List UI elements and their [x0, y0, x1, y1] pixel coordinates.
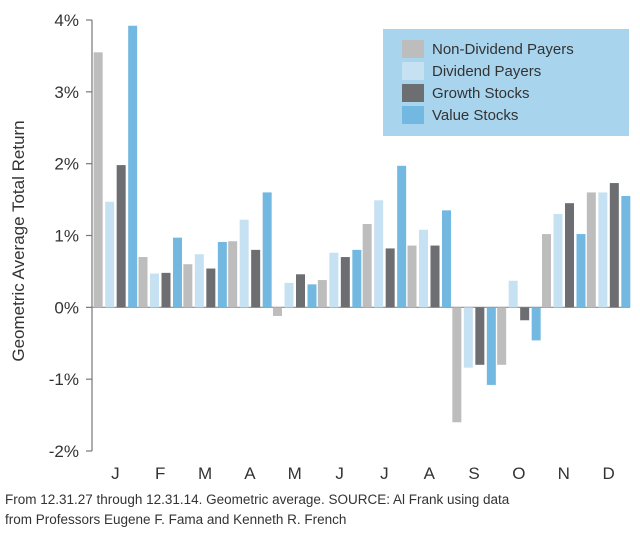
bar	[262, 192, 272, 308]
legend-swatch	[402, 84, 424, 102]
bar	[105, 201, 115, 308]
legend-swatch	[402, 62, 424, 80]
legend-label: Non-Dividend Payers	[432, 41, 574, 58]
bar	[161, 272, 171, 308]
y-tick-label: -2%	[49, 442, 79, 461]
bar	[317, 280, 327, 308]
bar	[173, 237, 182, 308]
legend-swatch	[402, 40, 424, 58]
bar	[576, 234, 586, 308]
bar	[116, 165, 126, 308]
bar	[531, 307, 541, 341]
bar	[397, 165, 407, 308]
bar	[565, 203, 574, 308]
legend-swatch	[402, 106, 424, 124]
footnote-line-2: from Professors Eugene F. Fama and Kenne…	[5, 512, 347, 527]
bar	[385, 248, 395, 308]
bar	[217, 241, 227, 308]
x-tick-label: A	[424, 464, 436, 483]
x-tick-label: D	[602, 464, 614, 483]
legend-label: Dividend Payers	[432, 63, 541, 80]
x-tick-label: F	[155, 464, 165, 483]
bar	[296, 274, 305, 308]
bar	[352, 249, 362, 308]
bar	[497, 307, 507, 365]
bar	[206, 268, 216, 308]
x-tick-label: A	[244, 464, 256, 483]
bar	[586, 192, 596, 308]
y-tick-label: 0%	[54, 298, 79, 317]
y-tick-label: 1%	[54, 227, 79, 246]
bar	[273, 307, 282, 316]
y-tick-label: 2%	[54, 155, 79, 174]
bar	[463, 307, 473, 368]
x-tick-label: M	[288, 464, 302, 483]
bar	[508, 280, 518, 308]
bar	[598, 192, 608, 308]
bar	[251, 249, 261, 308]
bar	[553, 213, 563, 308]
bar	[542, 234, 551, 308]
x-tick-label: J	[335, 464, 344, 483]
bar	[520, 307, 530, 321]
x-tick-label: S	[468, 464, 479, 483]
bar	[486, 307, 496, 385]
bar	[183, 264, 193, 308]
bar	[452, 307, 462, 423]
bar	[374, 200, 384, 308]
x-tick-label: J	[380, 464, 389, 483]
y-tick-label: -1%	[49, 370, 79, 389]
x-tick-label: N	[558, 464, 570, 483]
x-tick-label: O	[512, 464, 525, 483]
bar	[128, 25, 138, 308]
source-footnote: From 12.31.27 through 12.31.14. Geometri…	[5, 490, 625, 530]
footnote-line-1: From 12.31.27 through 12.31.14. Geometri…	[5, 492, 510, 507]
bar	[442, 210, 451, 308]
legend: Non-Dividend Payers Dividend Payers Growth…	[383, 29, 629, 136]
bar	[307, 284, 317, 308]
bar-chart: 4% 3% 2% 1% 0% -1% -2% J F M A M J J A S O N D Geometric …	[9, 11, 631, 483]
bar	[419, 229, 428, 308]
bar	[340, 257, 350, 308]
y-tick-label: 3%	[54, 83, 79, 102]
x-tick-label: J	[111, 464, 120, 483]
bar	[284, 282, 294, 308]
y-tick-label: 4%	[54, 11, 79, 30]
bar	[407, 245, 417, 308]
bar	[138, 257, 148, 308]
legend-label: Growth Stocks	[432, 85, 530, 102]
bar	[362, 224, 372, 308]
bar	[150, 273, 159, 308]
legend-label: Value Stocks	[432, 107, 518, 124]
bar	[194, 254, 204, 308]
x-tick-label: M	[198, 464, 212, 483]
y-axis: 4% 3% 2% 1% 0% -1% -2%	[49, 11, 93, 461]
bar	[228, 241, 238, 308]
bar	[621, 195, 631, 308]
bar	[609, 183, 619, 308]
bar	[475, 307, 485, 365]
bars-group	[93, 25, 631, 423]
y-axis-title: Geometric Average Total Return	[9, 120, 28, 361]
bar	[430, 245, 440, 308]
bar	[239, 219, 249, 308]
bar	[93, 52, 103, 308]
bar	[329, 252, 339, 308]
